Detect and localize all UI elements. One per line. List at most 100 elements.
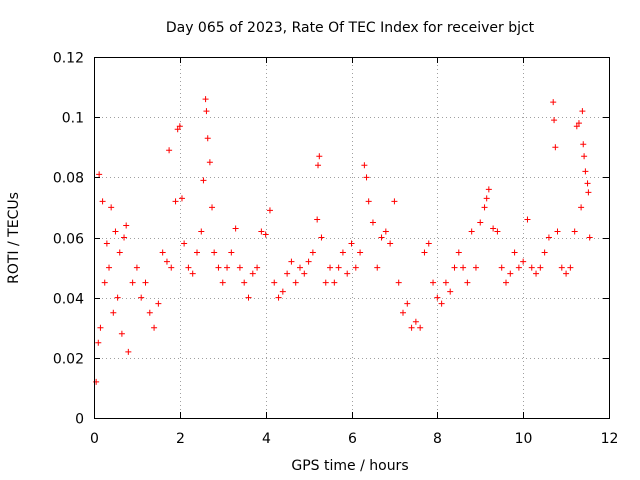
- x-tick-label: 12: [601, 431, 619, 447]
- data-point: [96, 171, 103, 178]
- data-point: [520, 258, 527, 265]
- data-point: [114, 294, 121, 301]
- data-point: [575, 120, 582, 127]
- data-point: [206, 159, 213, 166]
- data-point: [241, 279, 248, 286]
- data-point: [545, 234, 552, 241]
- data-point: [203, 108, 210, 115]
- data-point: [339, 249, 346, 256]
- data-point: [189, 270, 196, 277]
- data-point: [378, 234, 385, 241]
- data-point: [584, 180, 591, 187]
- data-point: [425, 240, 432, 247]
- data-point: [485, 186, 492, 193]
- data-point: [219, 279, 226, 286]
- y-tick-label: 0: [75, 412, 84, 428]
- data-point: [284, 270, 291, 277]
- data-point: [146, 309, 153, 316]
- data-point: [185, 264, 192, 271]
- data-point: [507, 270, 514, 277]
- data-point: [537, 264, 544, 271]
- data-point: [541, 249, 548, 256]
- x-tick-label: 0: [90, 431, 99, 447]
- data-point: [357, 249, 364, 256]
- data-point: [133, 264, 140, 271]
- data-point: [297, 264, 303, 271]
- data-point: [309, 249, 316, 256]
- data-point: [581, 153, 588, 160]
- data-point: [224, 264, 231, 271]
- data-point: [408, 324, 415, 331]
- data-point: [552, 144, 559, 151]
- data-point: [215, 264, 222, 271]
- data-point: [95, 339, 102, 346]
- data-point: [451, 264, 458, 271]
- data-point: [292, 279, 299, 286]
- y-tick-label: 0.1: [62, 111, 84, 127]
- data-point: [344, 270, 351, 277]
- data-point: [434, 294, 441, 301]
- data-point: [204, 135, 211, 142]
- data-point: [305, 258, 312, 265]
- x-tick-label: 6: [348, 431, 357, 447]
- data-point: [262, 231, 269, 238]
- data-point: [254, 264, 261, 271]
- data-point: [498, 264, 505, 271]
- data-point: [395, 279, 402, 286]
- data-point: [279, 288, 286, 295]
- data-point: [155, 300, 162, 307]
- data-point: [249, 270, 256, 277]
- y-tick-label: 0.02: [53, 352, 84, 368]
- data-point: [178, 195, 185, 202]
- data-point: [361, 162, 368, 169]
- data-point: [271, 279, 278, 286]
- x-tick-label: 10: [515, 431, 533, 447]
- data-point: [374, 264, 381, 271]
- data-point: [245, 294, 252, 301]
- data-point: [99, 198, 106, 205]
- data-point: [464, 279, 471, 286]
- data-point: [483, 195, 490, 202]
- data-point: [166, 147, 173, 154]
- data-point: [551, 117, 558, 124]
- data-point: [151, 324, 158, 331]
- data-point: [316, 153, 323, 160]
- data-point: [110, 309, 117, 316]
- data-point: [567, 264, 574, 271]
- data-point: [400, 309, 406, 316]
- scatter-points: [93, 96, 593, 385]
- y-tick-label: 0.12: [53, 51, 84, 67]
- data-point: [352, 264, 359, 271]
- data-point: [558, 264, 565, 271]
- data-point: [515, 264, 522, 271]
- data-point: [503, 279, 509, 286]
- data-point: [125, 348, 132, 355]
- data-point: [301, 270, 308, 277]
- data-point: [181, 240, 188, 247]
- x-tick-label: 4: [262, 431, 271, 447]
- data-point: [477, 219, 484, 226]
- data-point: [421, 249, 428, 256]
- axis-ticks: [94, 57, 610, 419]
- data-point: [106, 264, 113, 271]
- y-tick-label: 0.04: [53, 292, 84, 308]
- data-point: [288, 258, 295, 265]
- data-point: [468, 228, 475, 235]
- data-point: [494, 228, 501, 235]
- chart-title: Day 065 of 2023, Rate Of TEC Index for r…: [166, 20, 535, 36]
- data-point: [315, 162, 322, 169]
- data-point: [365, 198, 372, 205]
- data-point: [455, 249, 462, 256]
- data-point: [129, 279, 136, 286]
- data-point: [112, 228, 119, 235]
- x-axis-label: GPS time / hours: [291, 458, 408, 474]
- data-point: [138, 294, 145, 301]
- data-point: [571, 228, 578, 235]
- data-point: [314, 216, 321, 223]
- data-point: [172, 198, 179, 205]
- data-point: [369, 219, 376, 226]
- data-point: [200, 177, 207, 184]
- data-point: [404, 300, 411, 307]
- data-point: [412, 318, 419, 325]
